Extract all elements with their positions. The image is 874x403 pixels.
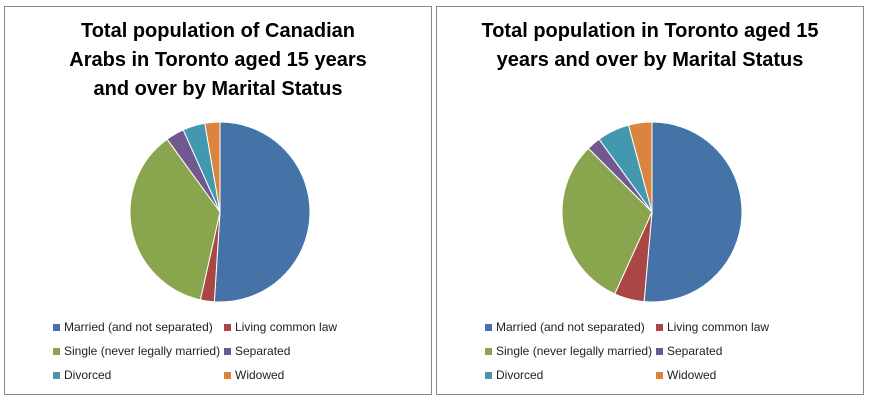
- legend-item: Divorced: [53, 368, 111, 382]
- pie-chart: [561, 121, 743, 303]
- legend-label: Single (never legally married): [64, 344, 221, 358]
- legend-item: Widowed: [224, 368, 284, 382]
- legend-swatch: [224, 323, 231, 331]
- legend-item: Divorced: [485, 368, 543, 382]
- pie-slice: [627, 121, 653, 213]
- legend-item: Separated: [656, 344, 722, 358]
- legend-item: Single (never legally married): [53, 344, 220, 358]
- legend-item: Married (and not separated): [485, 320, 645, 334]
- legend-item: Separated: [224, 344, 290, 358]
- legend-swatch: [53, 323, 60, 331]
- legend-label: Married (and not separated): [64, 320, 213, 334]
- legend-swatch: [485, 347, 492, 355]
- pie-slice: [129, 138, 221, 301]
- legend-swatch: [485, 371, 492, 379]
- legend-label: Married (and not separated): [496, 320, 645, 334]
- legend-swatch: [53, 371, 60, 379]
- legend-swatch: [485, 323, 492, 331]
- pie-slice: [213, 121, 311, 303]
- legend-label: Widowed: [235, 368, 285, 382]
- legend-item: Living common law: [656, 320, 769, 334]
- pie-chart: [129, 121, 311, 303]
- legend-item: Living common law: [224, 320, 337, 334]
- legend-label: Separated: [667, 344, 723, 358]
- legend-swatch: [656, 323, 663, 331]
- legend-label: Living common law: [235, 320, 338, 334]
- legend-item: Widowed: [656, 368, 716, 382]
- legend-swatch: [53, 347, 60, 355]
- legend-swatch: [224, 371, 231, 379]
- legend-label: Widowed: [667, 368, 717, 382]
- pie-slice: [561, 147, 653, 295]
- legend-label: Divorced: [64, 368, 112, 382]
- legend-item: Single (never legally married): [485, 344, 652, 358]
- chart-panel: Married (and not separated) Living common…: [4, 6, 432, 395]
- chart-title: Total population of Canadian Arabs in To…: [69, 20, 367, 100]
- legend-label: Living common law: [667, 320, 770, 334]
- legend-swatch: [224, 347, 231, 355]
- pie-slice: [204, 121, 221, 213]
- legend-label: Separated: [235, 344, 291, 358]
- legend-item: Married (and not separated): [53, 320, 213, 334]
- pie-slice: [643, 121, 743, 303]
- legend-swatch: [656, 371, 663, 379]
- legend-label: Divorced: [496, 368, 544, 382]
- legend-swatch: [656, 347, 663, 355]
- chart-panel: Married (and not separated) Living common…: [436, 6, 864, 395]
- legend-label: Single (never legally married): [496, 344, 653, 358]
- chart-title: Total population in Toronto aged 15 year…: [481, 20, 819, 71]
